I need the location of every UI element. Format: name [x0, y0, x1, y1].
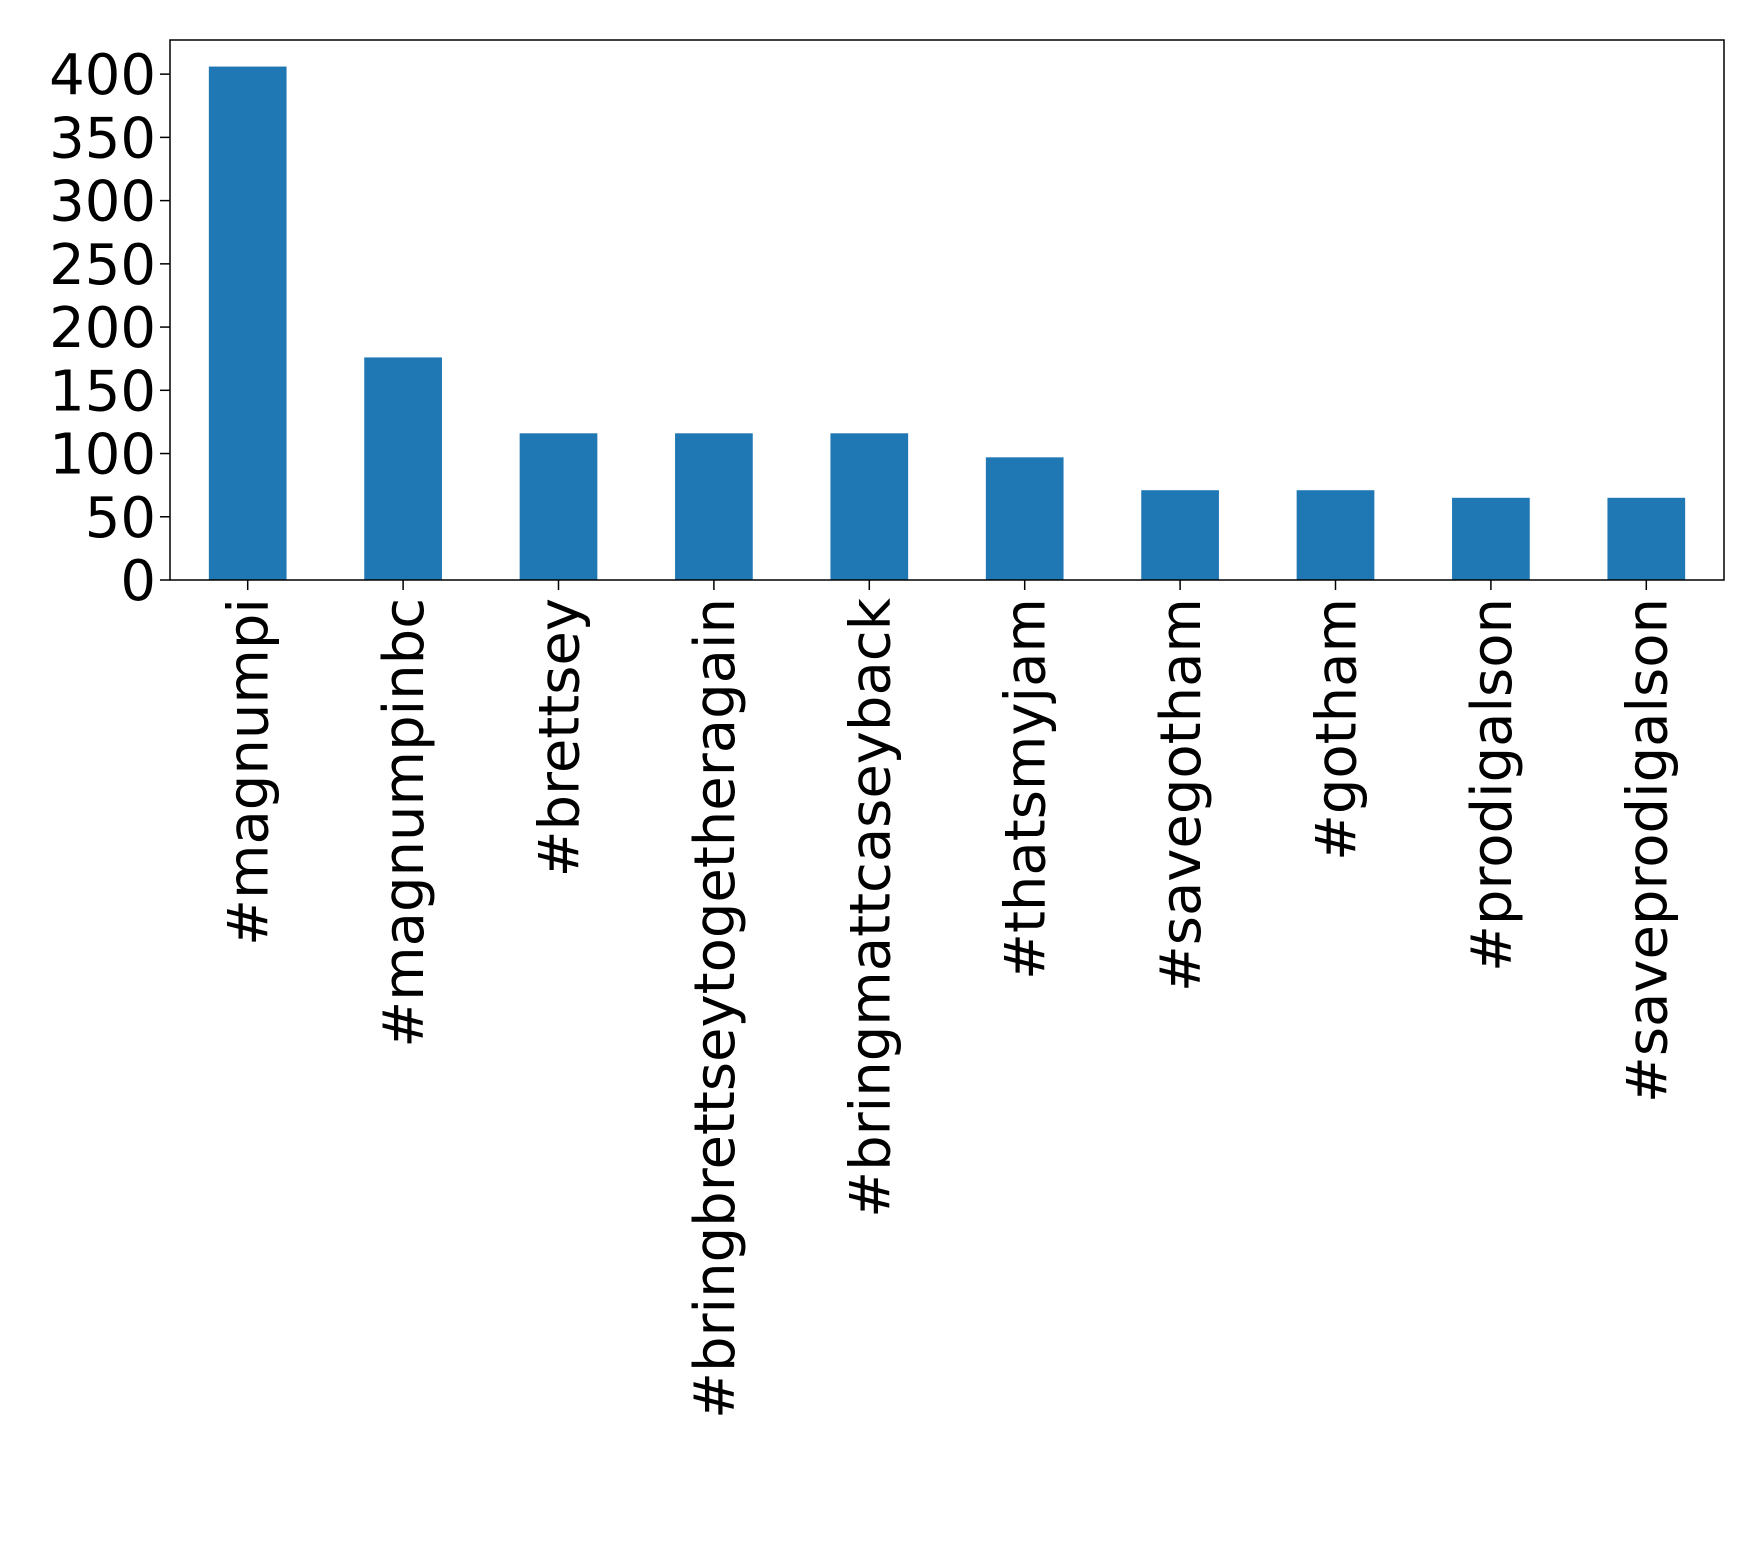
bar-6	[1141, 490, 1219, 580]
bar-5	[985, 457, 1064, 580]
bars-group	[208, 66, 1686, 581]
x-tick-label-2: #brettsey	[528, 598, 593, 877]
y-tick-label-2: 100	[49, 423, 156, 488]
x-tick-label-3: #bringbrettseytogetheragain	[683, 598, 748, 1419]
y-tick-label-7: 350	[49, 106, 156, 171]
y-tick-label-3: 150	[49, 359, 156, 424]
bar-8	[1452, 497, 1530, 580]
x-tick-label-1: #magnumpinbc	[372, 598, 437, 1048]
plot-frame	[169, 39, 1725, 581]
bar-9	[1607, 497, 1686, 580]
bar-7	[1296, 490, 1375, 580]
bar-4	[830, 433, 909, 580]
y-tick-label-8: 400	[49, 43, 156, 108]
bar-0	[208, 66, 287, 581]
x-axis: #magnumpi #magnumpinbc #brettsey #bringbret…	[217, 580, 1680, 1419]
x-tick-label-7: #gotham	[1305, 598, 1370, 861]
bar-1	[364, 357, 442, 580]
bar-3	[675, 433, 753, 580]
x-tick-label-4: #bringmattcaseyback	[838, 597, 903, 1217]
x-tick-label-0: #magnumpi	[217, 598, 282, 946]
bar-2	[519, 433, 598, 580]
y-tick-label-4: 200	[49, 296, 156, 361]
x-tick-label-5: #thatsmyjam	[994, 598, 1059, 980]
y-tick-label-6: 300	[49, 170, 156, 235]
y-tick-label-5: 250	[49, 233, 156, 298]
x-tick-label-6: #savegotham	[1149, 598, 1214, 992]
y-tick-label-0: 0	[120, 549, 156, 614]
x-tick-label-8: #prodigalson	[1460, 598, 1525, 972]
y-tick-label-1: 50	[85, 486, 156, 551]
x-tick-label-9: #saveprodigalson	[1615, 598, 1680, 1103]
